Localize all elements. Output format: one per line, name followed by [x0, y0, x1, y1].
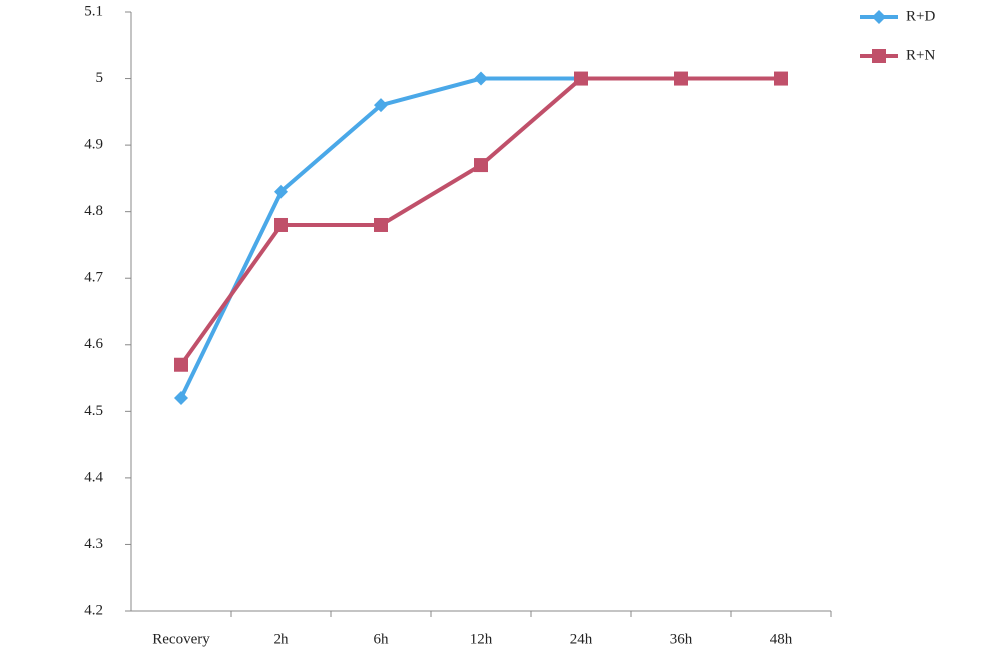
x-tick-label: 6h	[374, 631, 390, 647]
x-tick-label: 24h	[570, 631, 593, 647]
y-tick-label: 4.4	[84, 469, 103, 485]
x-tick-label: 12h	[470, 631, 493, 647]
legend-label: R+N	[906, 47, 935, 63]
y-tick-label: 4.2	[84, 602, 103, 618]
x-tick-label: 36h	[670, 631, 693, 647]
y-tick-label: 4.6	[84, 336, 103, 352]
marker	[474, 158, 488, 173]
marker	[474, 71, 488, 86]
x-tick-label: 2h	[274, 631, 290, 647]
marker	[174, 391, 188, 406]
marker	[374, 98, 388, 113]
y-tick-label: 4.5	[84, 403, 103, 419]
marker	[274, 217, 288, 232]
y-tick-label: 4.7	[84, 270, 103, 286]
legend-label: R+D	[906, 8, 935, 24]
marker	[574, 71, 588, 86]
y-tick-label: 4.9	[84, 137, 103, 153]
marker	[274, 184, 288, 199]
marker	[374, 217, 388, 232]
marker	[674, 71, 688, 86]
series-line	[179, 76, 781, 366]
x-tick-label: 48h	[770, 631, 793, 647]
marker	[774, 71, 788, 86]
marker	[872, 10, 886, 24]
y-tick-label: 4.8	[84, 203, 103, 219]
x-tick-label: Recovery	[152, 631, 210, 647]
y-tick-label: 5.1	[84, 3, 103, 19]
y-tick-label: 5	[96, 70, 104, 86]
y-tick-label: 4.3	[84, 536, 103, 552]
marker	[174, 357, 188, 372]
marker	[872, 49, 886, 63]
